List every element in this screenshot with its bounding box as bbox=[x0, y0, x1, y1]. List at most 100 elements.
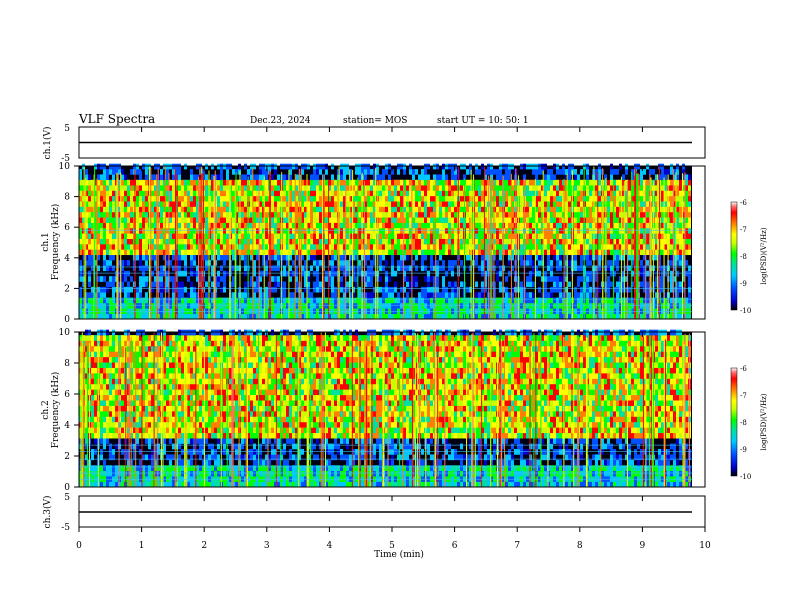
ch1-spectrogram-cell bbox=[340, 249, 343, 255]
ch1-spectrogram-cell bbox=[412, 201, 415, 207]
ch1-spectrogram-cell bbox=[478, 169, 481, 175]
ch1-spectrogram-cell bbox=[367, 303, 370, 309]
ch1-spectrogram-cell bbox=[436, 201, 439, 207]
ch1-spectrogram-cell bbox=[181, 180, 184, 186]
ch1-spectrogram-cell bbox=[109, 212, 112, 218]
ch1-spectrogram-cell bbox=[340, 180, 343, 186]
ch1-spectrogram-cell bbox=[577, 201, 580, 207]
ch1-spectrogram-cell bbox=[385, 314, 388, 320]
ch1-spectrogram-cell bbox=[220, 217, 223, 223]
ch1-spectrogram-cell bbox=[217, 314, 220, 320]
ch1-spectrogram-cell bbox=[574, 223, 577, 229]
ch1-spectrogram-cell bbox=[448, 228, 451, 234]
ch1-spectrogram-cell bbox=[319, 217, 322, 223]
ch1-spectrogram-cell bbox=[607, 185, 610, 191]
ch1-spectrogram-cell bbox=[580, 249, 583, 255]
ch1-spectrogram-cell bbox=[124, 217, 127, 223]
ch1-spectrogram-cell bbox=[241, 244, 244, 250]
ch1-spectrogram-cell bbox=[574, 314, 577, 320]
ch1-spectrogram-cell bbox=[451, 292, 454, 298]
ch1-spectrogram-cell bbox=[367, 169, 370, 175]
ch1-spectrogram-cell bbox=[529, 255, 532, 261]
ch1-spectrogram-cell bbox=[106, 185, 109, 191]
ch1-spectrogram-cell bbox=[313, 223, 316, 229]
ch1-spectrogram-cell bbox=[283, 287, 286, 293]
ch1-spectrogram-cell bbox=[400, 228, 403, 234]
ch1-spectrogram-cell bbox=[424, 303, 427, 309]
ch1-spectrogram-cell bbox=[544, 201, 547, 207]
ch1-spectrogram-cell bbox=[223, 260, 226, 266]
ch1-spectrogram-cell bbox=[100, 180, 103, 186]
ch1-spectrogram-cell bbox=[151, 196, 154, 202]
ch1-spectrogram-cell bbox=[556, 276, 559, 282]
ch1-spectrogram-cell bbox=[292, 271, 295, 277]
ch1-spectrogram-cell bbox=[442, 180, 445, 186]
ch1-spectrogram-cell bbox=[412, 276, 415, 282]
ch1-spectrogram-cell bbox=[136, 292, 139, 298]
ch1-spectrogram-cell bbox=[358, 207, 361, 213]
ch1-spectrogram-cell bbox=[109, 249, 112, 255]
ch1-spectrogram-cell bbox=[556, 190, 559, 196]
ch1-spectrogram-cell bbox=[271, 244, 274, 250]
ch1-spectrogram-cell bbox=[316, 233, 319, 239]
ch1-spectrogram-cell bbox=[478, 244, 481, 250]
ch1-spectrogram-cell bbox=[253, 249, 256, 255]
ch1-spectrogram-cell bbox=[187, 249, 190, 255]
ch1-spectrogram-cell bbox=[616, 180, 619, 186]
ch1-spectrogram-cell bbox=[679, 185, 682, 191]
ch1-spectrogram-cell bbox=[271, 303, 274, 309]
ch1-spectrogram-cell bbox=[538, 180, 541, 186]
ch1-spectrogram-cell bbox=[190, 190, 193, 196]
ch1-spectrogram-cell bbox=[274, 190, 277, 196]
ch1-spectrogram-cell bbox=[496, 217, 499, 223]
ch1-spectrogram-cell bbox=[193, 217, 196, 223]
ch1-spectrogram-cell bbox=[232, 212, 235, 218]
ch1-spectrogram-cell bbox=[358, 164, 361, 170]
ch1-spectrogram-cell bbox=[397, 169, 400, 175]
ch1-spectrogram-cell bbox=[556, 212, 559, 218]
ch1-spectrogram-cell bbox=[508, 249, 511, 255]
ch1-spectrogram-cell bbox=[424, 298, 427, 304]
ch1-spectrogram-cell bbox=[310, 217, 313, 223]
ch1-spectrogram-cell bbox=[106, 260, 109, 266]
ch1-spectrogram-cell bbox=[553, 164, 556, 170]
ch1-spectrogram-cell bbox=[505, 287, 508, 293]
ch1-spectrogram-cell bbox=[370, 169, 373, 175]
ch1-spectrogram-cell bbox=[526, 164, 529, 170]
ch1-spectrogram-cell bbox=[547, 292, 550, 298]
ch1-spectrogram-cell bbox=[145, 169, 148, 175]
ch1-spectrogram-cell bbox=[358, 196, 361, 202]
station-label: station= MOS bbox=[343, 116, 407, 126]
ch1-spectrogram-cell bbox=[550, 185, 553, 191]
ch1-spectrogram-cell bbox=[112, 287, 115, 293]
ch1-spectrogram-cell bbox=[187, 228, 190, 234]
ch1-spectrogram-cell bbox=[412, 212, 415, 218]
ch1-spectrogram-cell bbox=[586, 164, 589, 170]
ch1-spectrogram-cell bbox=[454, 185, 457, 191]
ch1-spectrogram-cell bbox=[124, 223, 127, 229]
ch1-spectrogram-cell bbox=[421, 239, 424, 245]
ch1-spectrogram-cell bbox=[256, 287, 259, 293]
ch1-spectrogram-cell bbox=[550, 271, 553, 277]
ch1-spectrogram-cell bbox=[415, 303, 418, 309]
ch1-spectrogram-cell bbox=[256, 239, 259, 245]
ch1-spectrogram-cell bbox=[646, 239, 649, 245]
ch1-spectrogram-cell bbox=[556, 314, 559, 320]
ch1-spectrogram-cell bbox=[532, 190, 535, 196]
ch1-spectrogram-cell bbox=[358, 292, 361, 298]
ch1-spectrogram-cell bbox=[496, 260, 499, 266]
ch1-spectrogram-cell bbox=[475, 228, 478, 234]
ch1-spectrogram-cell bbox=[205, 228, 208, 234]
ch1-spectrogram-cell bbox=[283, 185, 286, 191]
ch1-spectrogram-cell bbox=[274, 303, 277, 309]
ch1-spectrogram-cell bbox=[499, 217, 502, 223]
ch1-spectrogram-cell bbox=[385, 292, 388, 298]
ch1-spectrogram-cell bbox=[346, 180, 349, 186]
ch1-spectrogram-cell bbox=[172, 265, 175, 271]
ch1-spectrogram-cell bbox=[436, 249, 439, 255]
ch1-spectrogram-cell bbox=[331, 292, 334, 298]
ch1-spectrogram-cell bbox=[508, 174, 511, 180]
ch1-spectrogram-cell bbox=[478, 314, 481, 320]
ch1-spectrogram-cell bbox=[310, 207, 313, 213]
ch1-spectrogram-cell bbox=[340, 217, 343, 223]
